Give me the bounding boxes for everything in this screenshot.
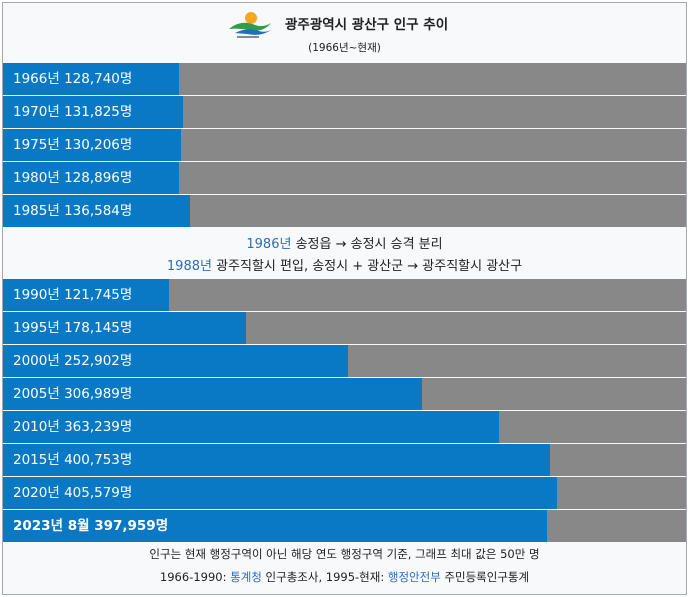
bar-fill (3, 378, 422, 410)
bar-label: 1980년 128,896명 (13, 170, 133, 186)
chart-header: 광주광역시 광산구 인구 추이 (1966년~현재) (3, 3, 686, 63)
bar-row: 2023년 8월 397,959명 (3, 510, 686, 542)
history-note-1986: 1986년 송정읍 → 송정시 승격 분리 (3, 233, 686, 252)
bar-row: 1990년 121,745명 (3, 279, 686, 311)
bar-label: 1990년 121,745명 (13, 287, 133, 303)
note-text: 광주직할시 편입, 송정시 + 광산군 → 광주직할시 광산구 (211, 259, 523, 274)
bar-row: 1966년 128,740명 (3, 63, 686, 95)
footer-sources: 1966-1990: 통계청 인구총조사, 1995-현재: 행정안전부 주민등… (3, 569, 686, 585)
bar-label: 1985년 136,584명 (13, 203, 133, 219)
bar-label: 2005년 306,989명 (13, 386, 133, 402)
bar-fill (3, 129, 181, 161)
bar-row: 1970년 131,825명 (3, 96, 686, 128)
bar-label: 1975년 130,206명 (13, 137, 133, 153)
bar-group-1990-2023: 1990년 121,745명 1995년 178,145명 2000년 252,90… (3, 279, 686, 543)
bar-fill (3, 195, 190, 227)
bar-row: 1995년 178,145명 (3, 312, 686, 344)
bar-label: 2000년 252,902명 (13, 353, 133, 369)
bar-fill (3, 477, 557, 509)
bar-row: 2005년 306,989명 (3, 378, 686, 410)
bar-label: 1966년 128,740명 (13, 71, 133, 87)
chart-title: 광주광역시 광산구 인구 추이 (285, 17, 449, 33)
bar-fill (3, 96, 183, 128)
chart-subtitle: (1966년~현재) (308, 42, 381, 54)
source-link-statistics-korea[interactable]: 통계청 (230, 570, 262, 584)
bar-fill (3, 510, 547, 542)
history-note-1988: 1988년 광주직할시 편입, 송정시 + 광산군 → 광주직할시 광산구 (3, 255, 686, 274)
footer-note: 인구는 현재 행정구역이 아닌 해당 연도 행정구역 기준, 그래프 최대 값은… (149, 547, 540, 561)
bar-group-1966-1985: 1966년 128,740명 1970년 131,825명 1975년 130,20… (3, 63, 686, 228)
bar-label: 2020년 405,579명 (13, 485, 133, 501)
bar-row: 1975년 130,206명 (3, 129, 686, 161)
bar-row: 2000년 252,902명 (3, 345, 686, 377)
bar-row: 2010년 363,239명 (3, 411, 686, 443)
bar-row: 2020년 405,579명 (3, 477, 686, 509)
bar-label: 2023년 8월 397,959명 (13, 518, 169, 534)
bar-fill (3, 312, 246, 344)
bar-fill (3, 63, 179, 95)
bar-fill (3, 279, 169, 311)
bar-row: 1985년 136,584명 (3, 195, 686, 227)
note-year-link[interactable]: 1988년 (166, 259, 212, 274)
bar-label: 1995년 178,145명 (13, 320, 133, 336)
note-year-link[interactable]: 1986년 (246, 237, 292, 252)
bar-label: 1970년 131,825명 (13, 104, 133, 120)
note-text: 송정읍 → 송정시 승격 분리 (291, 237, 443, 252)
bar-fill (3, 411, 499, 443)
bar-fill (3, 162, 179, 194)
source-link-ministry-interior[interactable]: 행정안전부 (387, 570, 441, 584)
bar-label: 2010년 363,239명 (13, 419, 133, 435)
bar-row: 2015년 400,753명 (3, 444, 686, 476)
bar-fill (3, 345, 348, 377)
bar-fill (3, 444, 550, 476)
source-prefix: 1966-1990: (159, 570, 231, 584)
gwangsan-district-logo-icon (229, 12, 271, 38)
bar-row: 1980년 128,896명 (3, 162, 686, 194)
source-middle: 인구총조사, 1995-현재: (261, 570, 388, 584)
bar-label: 2015년 400,753명 (13, 452, 133, 468)
source-suffix: 주민등록인구통계 (440, 570, 530, 584)
